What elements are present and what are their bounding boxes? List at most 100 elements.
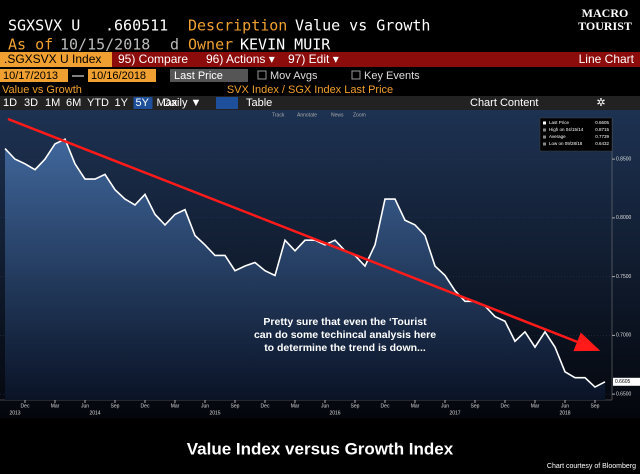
- period[interactable]: 5Y: [136, 97, 150, 109]
- period[interactable]: 1D: [3, 97, 17, 109]
- last-price-box: [613, 377, 640, 386]
- owner: KEVIN MUIR: [240, 36, 331, 54]
- ticker: SGXSVX U: [8, 17, 80, 35]
- x-tick-label: Dec: [501, 403, 510, 409]
- period[interactable]: YTD: [87, 97, 109, 109]
- legend-label: Last Price: [549, 120, 570, 125]
- x-tick-label: Jun: [321, 403, 329, 409]
- label: d: [170, 36, 179, 54]
- legend-swatch: [543, 135, 546, 139]
- legend-swatch: [543, 128, 546, 132]
- date: 10/15/2018: [60, 36, 150, 54]
- year-label: 2015: [209, 410, 220, 416]
- button[interactable]: 97) Edit ▾: [288, 52, 339, 66]
- period[interactable]: Max: [157, 97, 178, 109]
- end-date[interactable]: 10/16/2018: [91, 70, 146, 82]
- security[interactable]: .SGXSVX U Index: [4, 52, 101, 66]
- last-price-label: 0.6605: [615, 379, 631, 385]
- x-tick-label: Mar: [51, 403, 60, 409]
- x-tick-label: Sep: [471, 403, 480, 409]
- description: Value vs Growth: [295, 17, 430, 35]
- period-bar: [0, 96, 640, 110]
- legend-value: 0.6432: [595, 141, 609, 146]
- period-active[interactable]: [133, 97, 153, 109]
- area: [5, 139, 605, 400]
- table-button[interactable]: Table: [246, 97, 272, 109]
- year-label: 2014: [89, 410, 100, 416]
- line: [4, 138, 606, 389]
- chart-tool[interactable]: Zoom: [353, 112, 366, 118]
- field[interactable]: Last Price: [174, 70, 223, 82]
- legend-value: 0.7739: [595, 134, 609, 139]
- y-tick-label: 0.8000: [616, 215, 632, 221]
- legend-value: 0.8715: [595, 127, 609, 132]
- legend-swatch: [543, 142, 546, 146]
- x-tick-label: Mar: [411, 403, 420, 409]
- label: As of: [8, 36, 53, 54]
- frequency[interactable]: Daily ▼: [163, 97, 201, 109]
- annotation: to determine the trend is down...: [264, 342, 426, 354]
- security-box[interactable]: [0, 52, 112, 67]
- x-tick-label: Mar: [171, 403, 180, 409]
- option[interactable]: Mov Avgs: [270, 70, 318, 82]
- period[interactable]: 6M: [66, 97, 81, 109]
- x-tick-label: Sep: [591, 403, 600, 409]
- legend-value: 0.6605: [595, 120, 609, 125]
- x-tick-label: Dec: [261, 403, 270, 409]
- x-tick-label: Sep: [111, 403, 120, 409]
- y-tick-label: 0.7500: [616, 274, 632, 280]
- trend-arrow: [7, 117, 601, 352]
- checkbox[interactable]: [351, 70, 361, 80]
- date-input[interactable]: [0, 69, 68, 82]
- x-tick-label: Jun: [561, 403, 569, 409]
- logo: MACRO: [582, 6, 629, 20]
- x-tick-label: Jun: [441, 403, 449, 409]
- logo: TOURIST: [578, 19, 632, 33]
- chart-tool[interactable]: Annotate: [297, 112, 317, 118]
- label: Owner: [188, 36, 233, 54]
- date-input[interactable]: [88, 69, 156, 82]
- x-tick-label: Sep: [351, 403, 360, 409]
- x-tick-label: Jun: [201, 403, 209, 409]
- subtitle: SVX Index / SGX Index Last Price: [227, 84, 393, 96]
- year-label: 2017: [449, 410, 460, 416]
- field-select[interactable]: [170, 69, 248, 82]
- legend-label: Average: [549, 134, 566, 139]
- annotation: Pretty sure that even the ‘Tourist: [263, 316, 427, 328]
- y-tick-label: 0.8500: [616, 156, 632, 162]
- button[interactable]: 96) Actions ▾: [206, 52, 275, 66]
- x-tick-label: Jun: [81, 403, 89, 409]
- legend-label: Low on 09/28/18: [549, 141, 583, 146]
- panel-label: Value vs Growth: [2, 84, 82, 96]
- x-tick-label: Mar: [531, 403, 540, 409]
- x-tick-label: Dec: [381, 403, 390, 409]
- button[interactable]: 95) Compare: [118, 52, 188, 66]
- price: .660511: [105, 17, 168, 35]
- year-label: 2013: [9, 410, 20, 416]
- checkbox[interactable]: [257, 70, 267, 80]
- start-date[interactable]: 10/17/2013: [3, 70, 58, 82]
- chart-tool[interactable]: News: [331, 112, 344, 118]
- label: Description: [188, 17, 287, 35]
- settings-icon[interactable]: ✲: [596, 97, 605, 109]
- credit: Chart courtesy of Bloomberg: [547, 463, 636, 470]
- chart-content[interactable]: Chart Content: [470, 97, 538, 109]
- x-tick-label: Sep: [231, 403, 240, 409]
- period[interactable]: 1M: [45, 97, 60, 109]
- year-label: 2016: [329, 410, 340, 416]
- caption: Value Index versus Growth Index: [187, 439, 454, 458]
- x-tick-label: Mar: [291, 403, 300, 409]
- legend-box: [539, 117, 613, 152]
- chart-icon[interactable]: [216, 97, 238, 109]
- annotation: can do some techincal analysis here: [254, 329, 436, 341]
- chart-tool[interactable]: Track: [272, 112, 285, 118]
- toolbar: [0, 52, 640, 67]
- view: Line Chart: [579, 52, 635, 66]
- legend-swatch: [543, 121, 546, 125]
- y-tick-label: 0.7000: [616, 333, 632, 339]
- period[interactable]: 3D: [24, 97, 38, 109]
- period[interactable]: 1Y: [115, 97, 129, 109]
- x-tick-label: Dec: [21, 403, 30, 409]
- option[interactable]: Key Events: [364, 70, 420, 82]
